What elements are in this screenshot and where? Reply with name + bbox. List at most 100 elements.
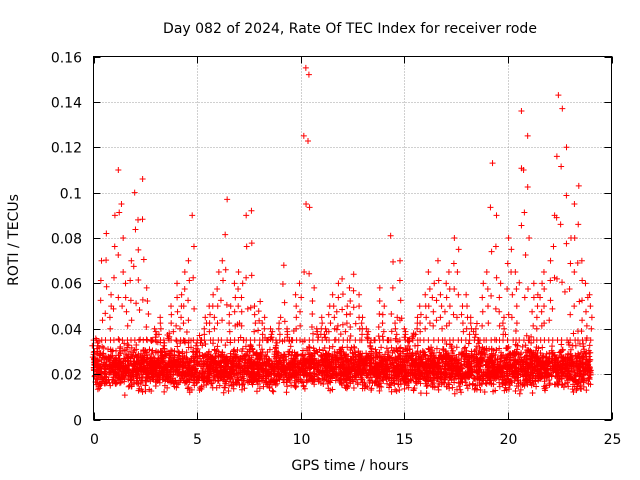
roti-spike-point	[331, 325, 338, 332]
roti-spike-point	[219, 317, 226, 324]
roti-spike-point	[119, 303, 126, 310]
roti-spike-point	[485, 320, 492, 327]
roti-point	[332, 354, 339, 361]
roti-point	[129, 353, 136, 360]
roti-point	[318, 352, 325, 359]
roti-point	[270, 377, 277, 384]
roti-spike-point	[402, 328, 409, 335]
roti-spike-point	[500, 331, 507, 338]
roti-point	[234, 353, 241, 360]
roti-point	[423, 390, 430, 397]
roti-point	[417, 355, 424, 362]
roti-point	[148, 370, 155, 377]
roti-spike-point	[306, 270, 313, 277]
roti-point	[103, 354, 110, 361]
roti-point	[418, 356, 425, 363]
roti-point	[347, 359, 354, 366]
roti-point	[321, 355, 328, 362]
roti-point	[434, 365, 441, 372]
roti-point	[356, 352, 363, 359]
roti-spike-point	[557, 221, 564, 228]
roti-point	[190, 355, 197, 362]
roti-point	[296, 378, 303, 385]
roti-spike-point	[358, 337, 365, 344]
roti-point	[191, 382, 198, 389]
roti-point	[140, 347, 147, 354]
roti-spike-point	[143, 324, 150, 331]
roti-spike-point	[342, 328, 349, 335]
roti-spike-point	[499, 320, 506, 327]
roti-point	[288, 382, 295, 389]
roti-point	[583, 387, 590, 394]
roti-spike-point	[97, 277, 104, 284]
roti-point	[427, 374, 434, 381]
roti-point	[570, 330, 577, 337]
roti-spike-point	[454, 269, 461, 276]
roti-spike-point	[103, 283, 110, 290]
roti-spike-point	[305, 71, 312, 78]
roti-spike-point	[298, 294, 305, 301]
roti-spike-point	[231, 308, 238, 315]
roti-spike-point	[530, 294, 537, 301]
roti-spike-point	[309, 311, 316, 318]
roti-point	[258, 346, 265, 353]
roti-spike-point	[401, 334, 408, 341]
roti-spike-point	[193, 345, 200, 352]
roti-spike-point	[438, 303, 445, 310]
roti-point	[522, 349, 529, 356]
roti-spike-point	[248, 272, 255, 279]
roti-point	[183, 373, 190, 380]
roti-point	[333, 355, 340, 362]
roti-spike-point	[346, 337, 353, 344]
roti-point	[378, 366, 385, 373]
roti-point	[393, 388, 400, 395]
roti-spike-point	[276, 331, 283, 338]
roti-point	[480, 351, 487, 358]
roti-point	[283, 363, 290, 370]
roti-point	[290, 370, 297, 377]
roti-spike-point	[272, 345, 279, 352]
roti-spike-point	[135, 216, 142, 223]
roti-point	[511, 357, 518, 364]
roti-spike-point	[540, 269, 547, 276]
roti-point	[134, 367, 141, 374]
roti-spike-point	[327, 320, 334, 327]
roti-spike-point	[107, 325, 114, 332]
roti-point	[234, 376, 241, 383]
roti-point	[430, 357, 437, 364]
roti-spike-point	[513, 303, 520, 310]
roti-point	[372, 346, 379, 353]
roti-point	[512, 387, 519, 394]
roti-point	[425, 367, 432, 374]
roti-point	[490, 381, 497, 388]
x-axis-label: GPS time / hours	[291, 458, 408, 474]
roti-point	[149, 347, 156, 354]
roti-point	[559, 364, 566, 371]
roti-spike-point	[393, 331, 400, 338]
roti-spike-point	[529, 308, 536, 315]
roti-spike-point	[496, 294, 503, 301]
roti-point	[455, 363, 462, 370]
roti-spike-point	[588, 325, 595, 332]
roti-spike-point	[414, 325, 421, 332]
roti-spike-point	[380, 328, 387, 335]
roti-point	[176, 379, 183, 386]
roti-point	[119, 375, 126, 382]
roti-point	[235, 357, 242, 364]
roti-point	[183, 349, 190, 356]
roti-point	[305, 343, 312, 350]
roti-point	[428, 344, 435, 351]
y-tick-label: 0.12	[51, 141, 82, 157]
roti-point	[256, 385, 263, 392]
roti-point	[275, 375, 282, 382]
roti-point	[116, 356, 123, 363]
roti-point	[179, 374, 186, 381]
roti-spike-point	[504, 260, 511, 267]
roti-spike-point	[218, 337, 225, 344]
roti-point	[391, 356, 398, 363]
roti-point	[566, 341, 573, 348]
roti-spike-point	[425, 337, 432, 344]
roti-spike-point	[255, 308, 262, 315]
roti-point	[503, 345, 510, 352]
roti-spike-point	[178, 291, 185, 298]
